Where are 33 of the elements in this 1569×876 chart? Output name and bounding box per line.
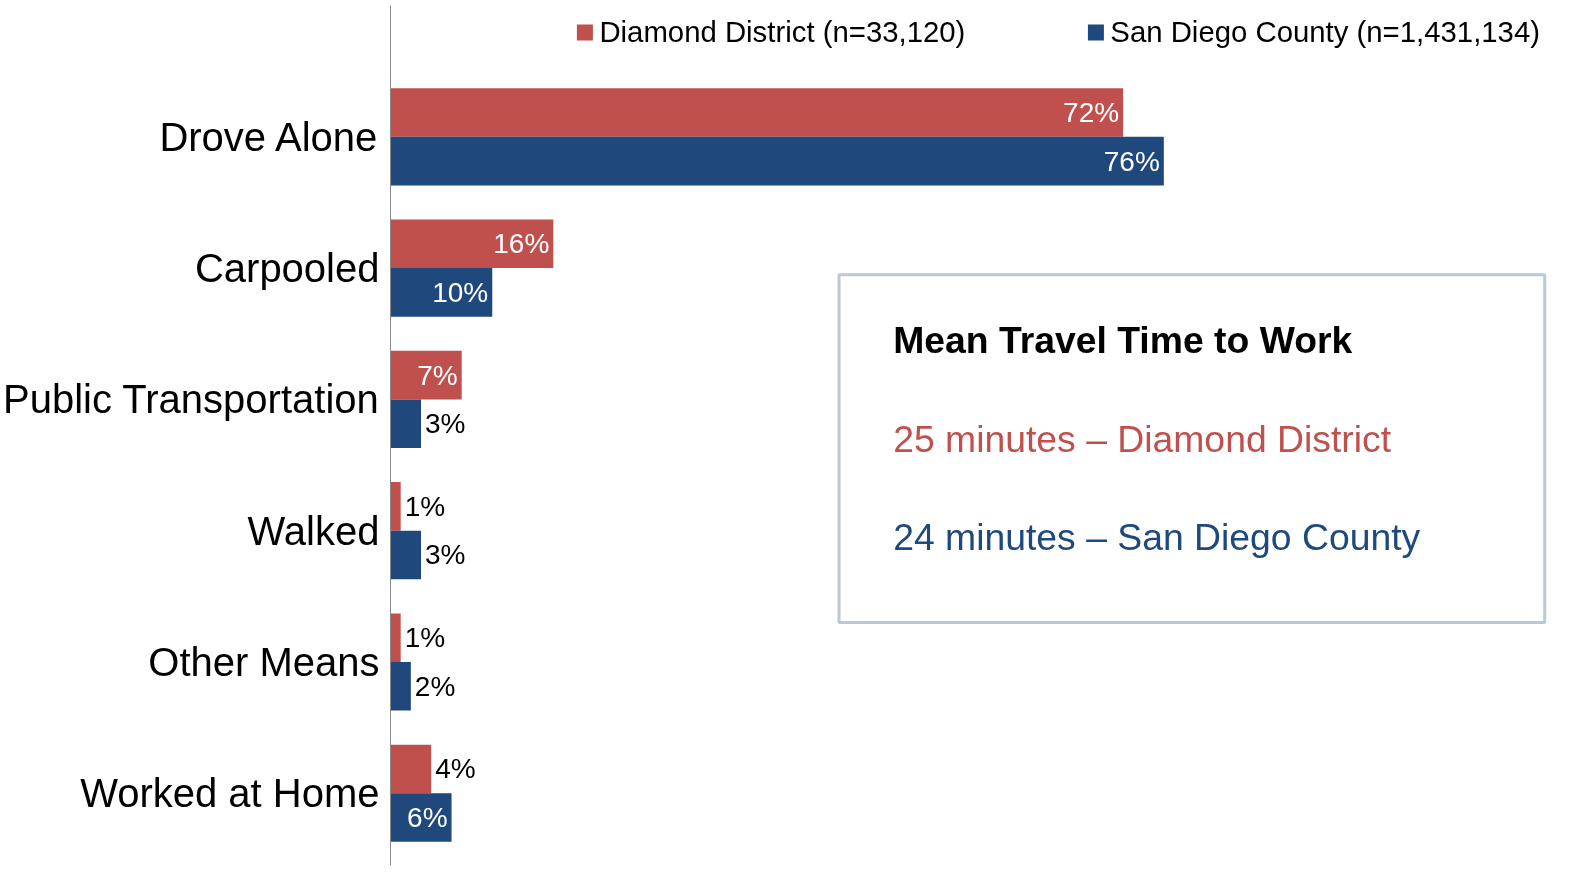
annotation: Mean Travel Time to Work (893, 319, 1353, 362)
bar (390, 661, 411, 711)
bar (390, 399, 422, 448)
y-tick-label: Worked at Home (80, 771, 380, 816)
annotation: 25 minutes – Diamond District (893, 417, 1392, 460)
data-label: 2% (414, 670, 456, 702)
y-tick-label: Carpooled (194, 246, 380, 291)
bar (390, 613, 401, 662)
annotation: 24 minutes – San Diego County (893, 516, 1421, 559)
bar (390, 482, 401, 531)
bar (390, 219, 554, 269)
data-label: 1% (404, 490, 446, 522)
bar (390, 268, 493, 317)
y-tick-label: Drove Alone (159, 114, 378, 159)
data-label: 4% (435, 753, 476, 785)
data-label: 16% (493, 228, 550, 260)
data-label: 1% (404, 622, 446, 654)
data-label: 76% (1103, 145, 1160, 177)
legend-label: San Diego County (n=1,431,134) (1110, 15, 1540, 49)
y-tick-label: Walked (247, 508, 380, 553)
legend-label: Diamond District (n=33,120) (599, 15, 966, 49)
bar (390, 88, 1124, 137)
data-label: 72% (1063, 97, 1120, 129)
bar (390, 136, 1164, 186)
data-label: 10% (432, 276, 489, 308)
data-label: 3% (425, 408, 466, 440)
data-label: 3% (425, 539, 466, 571)
y-tick-label: Public Transportation (3, 377, 379, 422)
bar (390, 744, 432, 794)
y-tick-label: Other Means (148, 639, 380, 684)
data-label: 7% (417, 359, 458, 391)
data-label: 6% (407, 802, 448, 834)
bar (390, 530, 422, 580)
